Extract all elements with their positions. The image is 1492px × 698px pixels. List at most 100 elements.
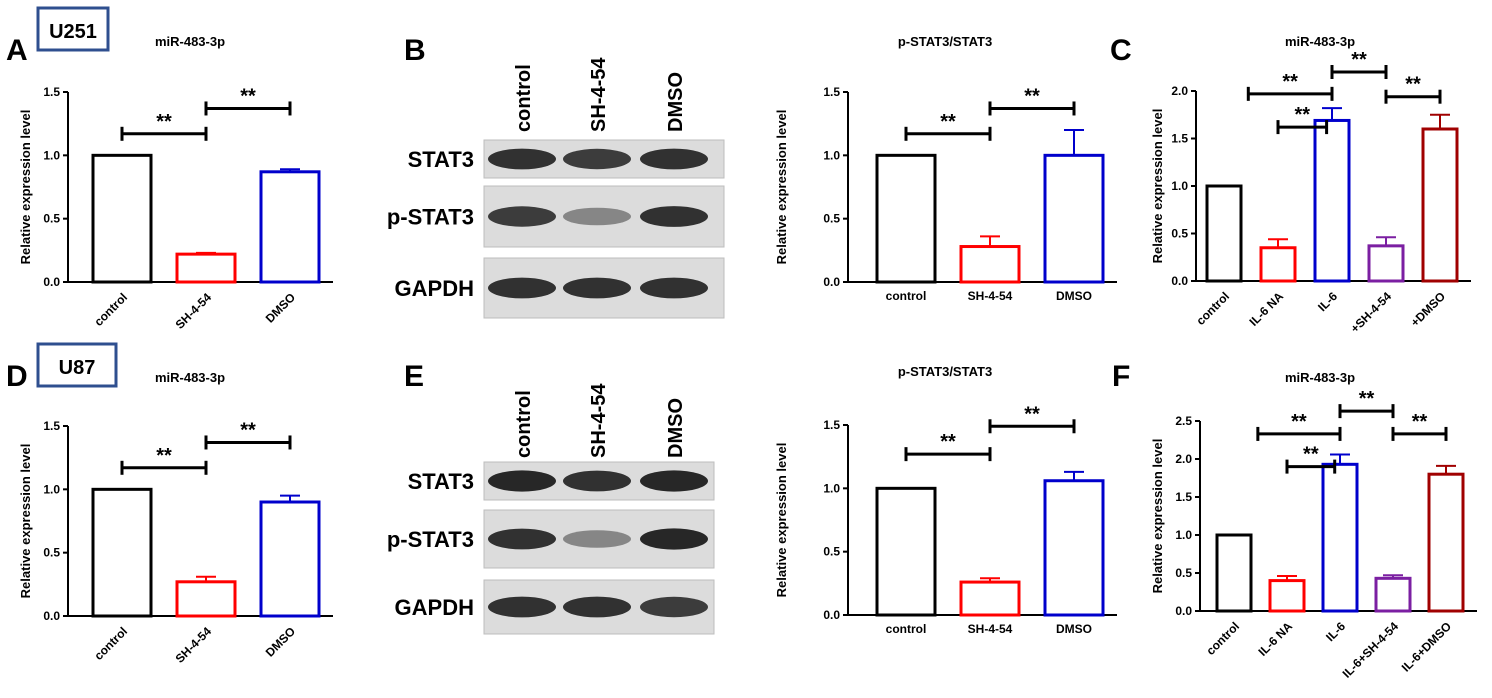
charts-layer: miR-483-3p 0.0 0.5 1.0 1.5 Relative expressio…: [18, 34, 1477, 681]
panel-letter-F: F: [1112, 360, 1130, 393]
y-axis-label: Relative expression level: [1150, 439, 1165, 594]
significance-label: **: [156, 111, 172, 133]
western-blot-B: control SH-4-54 DMSO STAT3 p-STAT3 GAPDH: [387, 57, 725, 319]
significance-bracket: **: [120, 445, 208, 475]
blot-row-label: GAPDH: [395, 595, 474, 620]
significance-bracket: **: [204, 419, 292, 450]
significance-label: **: [940, 111, 956, 133]
y-axis-label: Relative expression level: [18, 110, 33, 265]
chart-title: miR-483-3p: [155, 370, 225, 385]
x-tick-label: DMSO: [1056, 289, 1092, 303]
blot-band: [640, 148, 708, 170]
y-tick-label: 0.0: [1175, 604, 1192, 618]
y-tick-label: 2.0: [1171, 84, 1188, 98]
significance-bracket: **: [1338, 388, 1395, 419]
x-tick-label: control: [886, 289, 927, 303]
chart-title: p-STAT3/STAT3: [898, 34, 992, 49]
significance-label: **: [1303, 444, 1319, 466]
blot-band: [640, 277, 708, 299]
cell-line-box-U87: U87: [36, 342, 118, 388]
x-tick-label: SH-4-54: [173, 290, 215, 332]
significance-label: **: [240, 85, 256, 107]
blot-lane-label: DMSO: [665, 398, 687, 458]
chart-title: p-STAT3/STAT3: [898, 364, 992, 379]
bar-IL-6: [1313, 118, 1351, 283]
bar-+DMSO: [1421, 127, 1459, 283]
cell-line-label: U87: [59, 357, 96, 379]
blot-band: [640, 596, 708, 618]
blot-lane-label: DMSO: [665, 72, 687, 132]
blot-lane-label: control: [513, 64, 535, 132]
y-tick-label: 0.5: [1175, 566, 1192, 580]
blot-row-label: p-STAT3: [387, 205, 474, 230]
significance-bracket: **: [1256, 411, 1342, 441]
bar-control: [1205, 184, 1243, 283]
y-tick-label: 1.0: [1171, 179, 1188, 193]
y-axis-label: Relative expression level: [774, 110, 789, 265]
blot-row-label: STAT3: [408, 469, 474, 494]
blot-band: [488, 206, 556, 227]
y-axis-label: Relative expression level: [18, 444, 33, 599]
significance-bracket: **: [1384, 74, 1442, 104]
y-tick-label: 1.5: [1171, 132, 1188, 146]
bar-DMSO: [259, 500, 321, 618]
cell-line-label: U251: [49, 21, 97, 43]
x-tick-label: SH-4-54: [968, 622, 1013, 636]
blot-lane-label: SH-4-54: [588, 57, 610, 132]
x-tick-label: control: [91, 624, 130, 663]
bar-control: [91, 487, 153, 618]
significance-label: **: [1295, 104, 1311, 126]
x-tick-label: control: [1203, 619, 1242, 658]
chart-title: miR-483-3p: [1285, 34, 1355, 49]
x-tick-label: IL-6 NA: [1256, 619, 1296, 659]
x-tick-label: control: [1193, 289, 1232, 328]
significance-bracket: **: [1246, 71, 1334, 101]
y-tick-label: 0.5: [43, 546, 60, 560]
blot-band: [563, 596, 631, 618]
blot-row-label: STAT3: [408, 147, 474, 172]
blot-band: [488, 148, 556, 170]
significance-bracket: **: [904, 111, 992, 141]
x-tick-label: SH-4-54: [173, 624, 215, 666]
x-tick-label: +DMSO: [1408, 289, 1448, 329]
chart-E: p-STAT3/STAT3 0.0 0.5 1.0 1.5 Relative expres…: [774, 364, 1117, 636]
bar-control: [875, 486, 937, 617]
significance-label: **: [1282, 71, 1298, 93]
y-axis-label: Relative expression level: [774, 443, 789, 598]
y-tick-label: 1.0: [823, 148, 840, 162]
bar-IL-6+SH-4-54: [1374, 576, 1412, 613]
x-tick-label: IL-6: [1323, 619, 1348, 644]
bar-SH-4-54: [175, 580, 237, 618]
bar-SH-4-54: [959, 580, 1021, 617]
blot-band: [563, 277, 631, 299]
blot-row-label: p-STAT3: [387, 527, 474, 552]
y-axis-label: Relative expression level: [1150, 109, 1165, 264]
y-tick-label: 1.0: [43, 148, 60, 162]
chart-A: miR-483-3p 0.0 0.5 1.0 1.5 Relative expressio…: [18, 34, 333, 332]
y-tick-label: 0.0: [43, 609, 60, 623]
bar-IL-6: [1321, 462, 1359, 613]
bar-DMSO: [259, 170, 321, 284]
significance-label: **: [940, 431, 956, 453]
blot-band: [488, 277, 556, 299]
y-tick-label: 1.0: [823, 481, 840, 495]
x-tick-label: IL-6: [1315, 289, 1340, 314]
bar-IL-6+DMSO: [1427, 472, 1465, 613]
significance-bracket: **: [1285, 444, 1337, 474]
blot-band: [488, 528, 556, 550]
bar-SH-4-54: [959, 245, 1021, 284]
significance-bracket: **: [204, 85, 292, 116]
bar-SH-4-54: [175, 252, 237, 284]
bar-IL-6 NA: [1259, 246, 1297, 283]
significance-label: **: [1024, 85, 1040, 107]
blot-band: [640, 528, 708, 550]
y-tick-label: 0.5: [1171, 227, 1188, 241]
y-tick-label: 0.5: [823, 212, 840, 226]
chart-F: miR-483-3p 0.0 0.5 1.0 1.5 2.0 2.5 Relative exp…: [1150, 370, 1477, 681]
x-tick-label: control: [886, 622, 927, 636]
bar-DMSO: [1043, 479, 1105, 617]
x-tick-label: IL-6+SH-4-54: [1340, 619, 1402, 681]
significance-bracket: **: [120, 111, 208, 141]
y-tick-label: 0.5: [823, 545, 840, 559]
